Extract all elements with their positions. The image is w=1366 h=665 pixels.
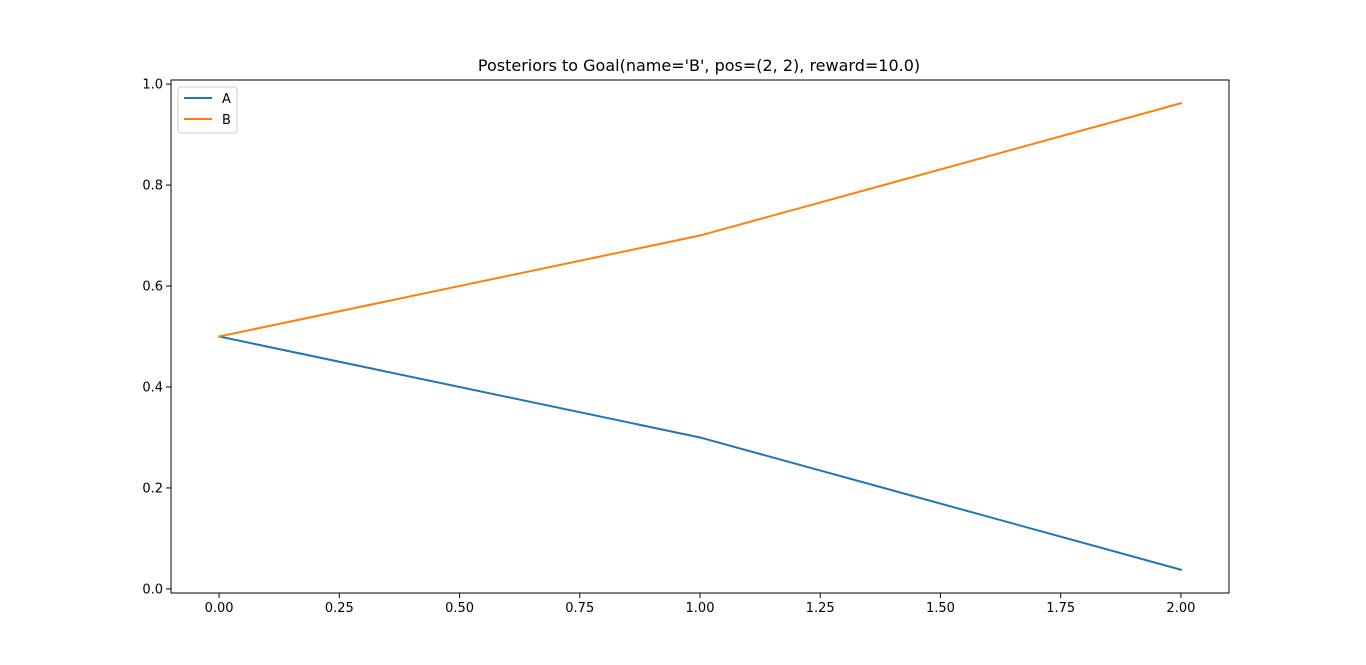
y-tick-label: 0.4 <box>142 380 163 395</box>
x-tick-label: 0.25 <box>325 601 354 616</box>
x-tick-label: 1.75 <box>1046 601 1075 616</box>
plot-area-frame <box>170 79 1230 594</box>
series-layer <box>217 102 1183 571</box>
y-tick-label: 0.6 <box>142 280 163 295</box>
y-tick-label: 0.8 <box>142 179 163 194</box>
x-tick-label: 0.00 <box>205 601 234 616</box>
y-tick-label: 0.2 <box>142 481 163 496</box>
y-tick-label: 1.0 <box>142 78 163 93</box>
series-line-a <box>217 335 1183 571</box>
chart-title: Posteriors to Goal(name='B', pos=(2, 2),… <box>478 56 920 75</box>
x-tick-label: 0.50 <box>445 601 474 616</box>
x-tick-label: 1.25 <box>806 601 835 616</box>
y-tick-label: 0.0 <box>142 582 163 597</box>
series-line-b <box>217 102 1183 338</box>
legend: A B <box>177 86 238 134</box>
legend-label-b: B <box>222 113 231 128</box>
y-axis: 0.0 0.2 0.4 0.6 0.8 1.0 <box>142 78 171 597</box>
x-tick-label: 1.00 <box>686 601 715 616</box>
legend-label-a: A <box>222 92 231 107</box>
x-axis: 0.00 0.25 0.50 0.75 1.00 1.25 1.50 1.75 2.00 <box>205 593 1195 616</box>
x-tick-label: 0.75 <box>565 601 594 616</box>
x-tick-label: 1.50 <box>926 601 955 616</box>
x-tick-label: 2.00 <box>1166 601 1195 616</box>
